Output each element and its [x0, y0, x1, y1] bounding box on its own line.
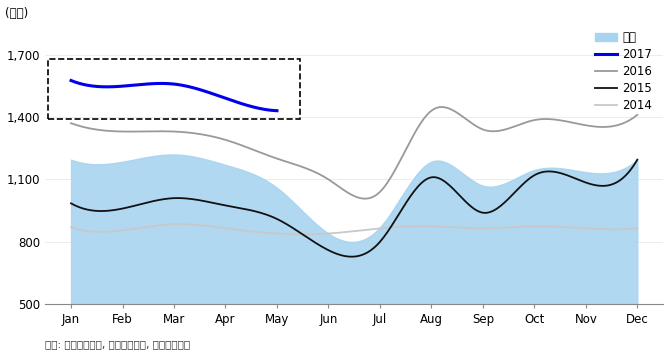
Bar	[48, 59, 300, 119]
Text: 자료: 인천공항공사, 한국공항공사, 신한금융투자: 자료: 인천공항공사, 한국공항공사, 신한금융투자	[46, 340, 190, 350]
Text: (천명): (천명)	[5, 7, 28, 20]
Legend: 평균, 2017, 2016, 2015, 2014: 평균, 2017, 2016, 2015, 2014	[591, 26, 657, 117]
